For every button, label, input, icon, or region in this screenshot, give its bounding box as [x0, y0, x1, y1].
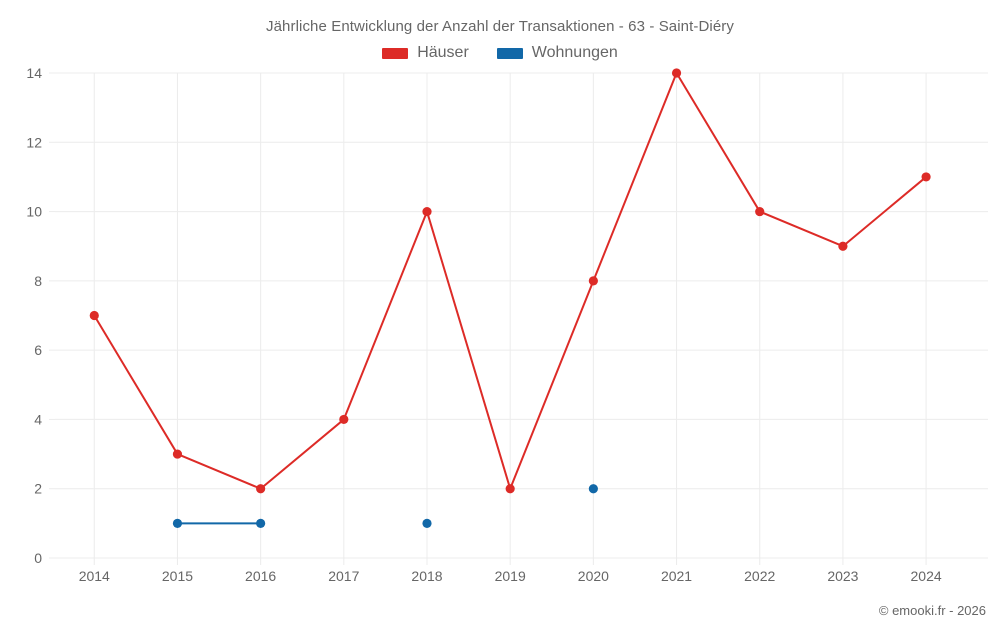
- data-point-marker[interactable]: [256, 484, 266, 494]
- chart-title: Jährliche Entwicklung der Anzahl der Tra…: [266, 18, 734, 35]
- y-axis-tick-label: 4: [34, 411, 42, 427]
- legend-color-swatch-wohnungen: [496, 47, 523, 59]
- x-axis-tick-label: 2023: [827, 568, 858, 584]
- data-point-marker[interactable]: [172, 449, 183, 459]
- x-axis-tick-label: 2021: [661, 568, 692, 584]
- footer-credit: © emooki.fr - 2026: [878, 603, 986, 618]
- legend-label-wohnungen: Wohnungen: [531, 44, 618, 61]
- legend-item-hauser[interactable]: Häuser: [382, 44, 469, 62]
- data-point-marker[interactable]: [588, 276, 598, 286]
- data-point-marker[interactable]: [89, 310, 99, 321]
- data-point-marker[interactable]: [838, 241, 848, 251]
- data-point-marker[interactable]: [671, 68, 682, 78]
- data-point-marker[interactable]: [339, 414, 349, 425]
- x-axis-tick-label: 2022: [744, 568, 775, 584]
- data-point-marker[interactable]: [172, 518, 183, 528]
- y-axis-tick-label: 0: [34, 550, 42, 566]
- x-axis-tick-label: 2020: [578, 568, 609, 584]
- x-axis-tick-label: 2014: [79, 568, 110, 584]
- x-axis-tick-label: 2016: [245, 568, 276, 584]
- y-axis-tick-label: 12: [26, 134, 42, 150]
- data-point-marker[interactable]: [505, 484, 515, 494]
- y-axis-tick-label: 2: [34, 481, 42, 497]
- data-point-marker[interactable]: [422, 206, 432, 217]
- legend-label-hauser: Häuser: [417, 44, 469, 61]
- legend-item-wohnungen[interactable]: Wohnungen: [496, 44, 618, 62]
- x-axis-tick-label: 2015: [162, 568, 193, 584]
- data-series-layer: [89, 68, 931, 528]
- chart-legend: Häuser Wohnungen: [0, 44, 1000, 62]
- x-axis-tick-label: 2018: [411, 568, 442, 584]
- x-axis-tick-label: 2024: [911, 568, 942, 584]
- data-point-marker[interactable]: [755, 206, 765, 217]
- data-point-marker[interactable]: [588, 484, 598, 494]
- x-axis-tick-label: 2019: [495, 568, 526, 584]
- data-point-marker[interactable]: [422, 518, 432, 528]
- data-point-marker[interactable]: [921, 172, 931, 182]
- y-axis-tick-label: 8: [34, 273, 42, 289]
- legend-color-swatch-hauser: [382, 47, 409, 59]
- y-axis-tick-label: 6: [34, 342, 42, 358]
- x-axis-tick-labels: 2014 2015 2016 2017 2018 2019 2020 2021 2022 2023…: [79, 568, 942, 584]
- y-axis-tick-label: 10: [26, 204, 42, 220]
- grid-lines: [49, 72, 988, 565]
- data-point-marker[interactable]: [256, 518, 266, 528]
- x-axis-tick-label: 2017: [328, 568, 359, 584]
- y-axis-tick-labels: 0 2 4 6 8 10 12 14: [26, 65, 42, 566]
- y-axis-tick-label: 14: [26, 65, 42, 81]
